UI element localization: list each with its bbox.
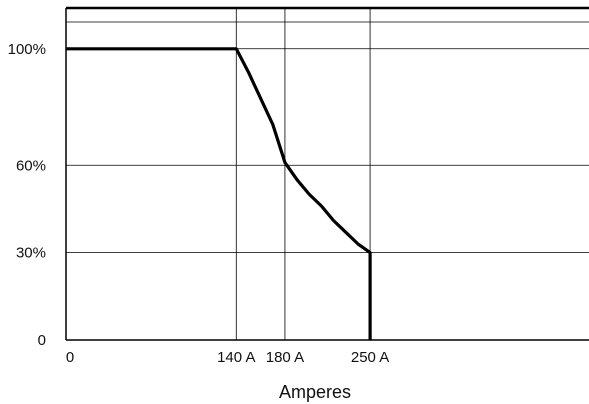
x-tick-label-3: 250 A bbox=[351, 349, 389, 366]
series-group bbox=[66, 47, 372, 340]
x-tick-label-0: 0 bbox=[66, 349, 74, 366]
x-tick-label-2: 180 A bbox=[266, 349, 304, 366]
x-axis-label: Amperes bbox=[279, 382, 351, 402]
y-tick-label-3: 100% bbox=[8, 41, 46, 58]
x-tick-label-1: 140 A bbox=[217, 349, 255, 366]
plot-frame bbox=[65, 6, 589, 341]
y-tick-label-0: 0 bbox=[38, 332, 46, 349]
y-tick-labels: 0 30% 60% 100% bbox=[8, 41, 46, 349]
y-tick-label-2: 60% bbox=[16, 157, 46, 174]
series-line-0 bbox=[66, 47, 372, 340]
y-tick-label-1: 30% bbox=[16, 245, 46, 262]
x-tick-labels: 0 140 A 180 A 250 A bbox=[66, 349, 389, 366]
grid bbox=[66, 8, 589, 340]
